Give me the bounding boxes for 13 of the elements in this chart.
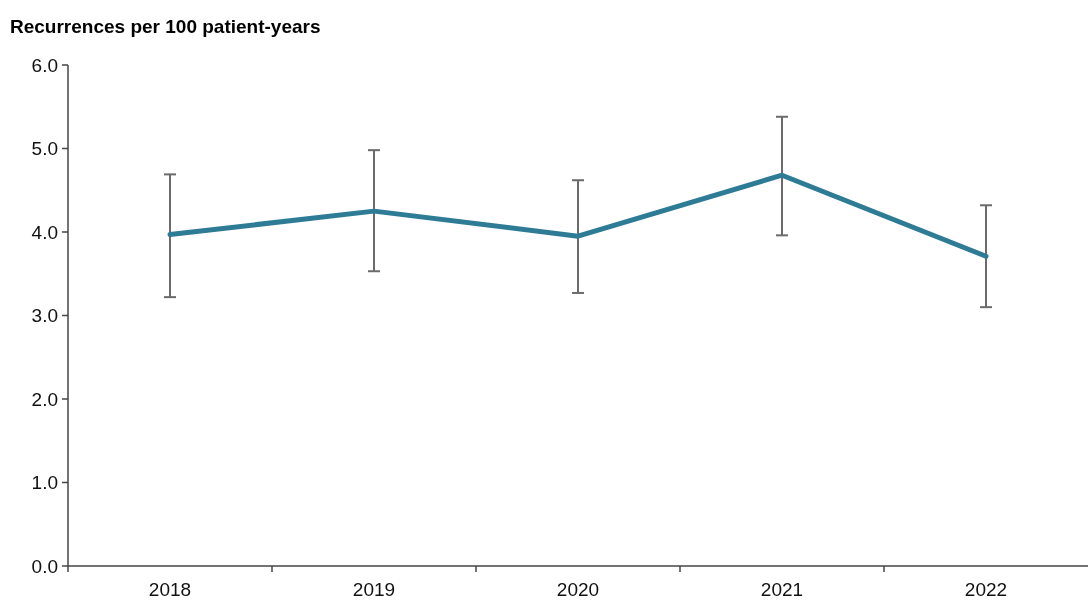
y-tick-label: 5.0 [31, 138, 58, 160]
chart-title: Recurrences per 100 patient-years [10, 16, 321, 37]
y-tick-label: 4.0 [31, 221, 58, 243]
x-tick-label: 2022 [964, 579, 1008, 600]
y-tick-label: 2.0 [31, 388, 58, 410]
x-tick-label: 2018 [148, 579, 192, 600]
y-tick-label: 1.0 [31, 472, 58, 494]
x-tick-label: 2020 [556, 579, 600, 600]
y-tick-label: 3.0 [31, 305, 58, 327]
y-tick-label: 0.0 [31, 555, 58, 577]
x-tick-label: 2019 [352, 579, 396, 600]
y-tick-label: 6.0 [31, 54, 58, 76]
x-tick-label: 2021 [760, 579, 804, 600]
